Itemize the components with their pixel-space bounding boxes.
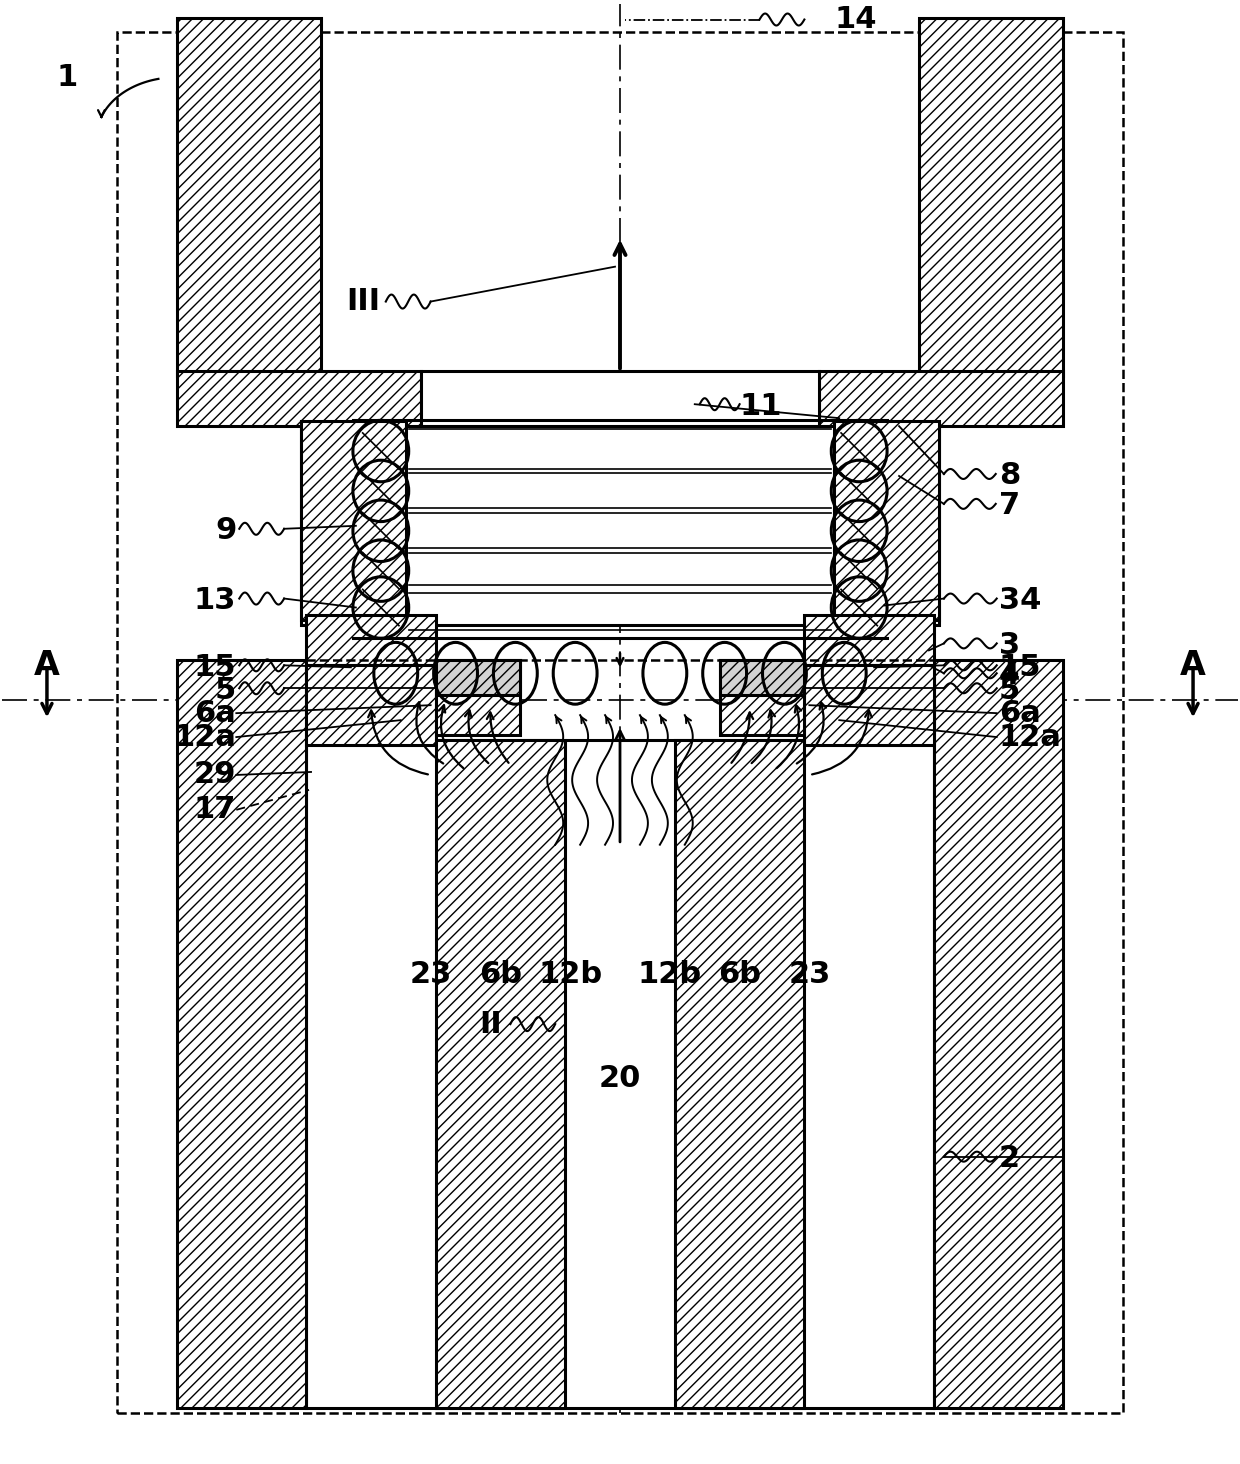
Bar xyxy=(820,372,1064,426)
Bar xyxy=(435,741,565,1408)
Text: 15: 15 xyxy=(193,653,237,682)
Bar xyxy=(301,422,939,625)
Text: 12a: 12a xyxy=(998,723,1061,751)
Text: III: III xyxy=(347,287,381,316)
Text: 20: 20 xyxy=(599,1064,641,1094)
Text: 12a: 12a xyxy=(174,723,237,751)
Bar xyxy=(306,741,934,1408)
Bar xyxy=(420,372,820,426)
Bar xyxy=(435,660,521,735)
Text: A: A xyxy=(1180,649,1207,682)
Text: 6a: 6a xyxy=(195,698,237,728)
Text: 23: 23 xyxy=(409,960,451,988)
Text: 15: 15 xyxy=(998,653,1042,682)
Bar xyxy=(719,660,805,735)
Bar xyxy=(176,372,420,426)
Bar xyxy=(435,660,521,695)
Text: 23: 23 xyxy=(789,960,831,988)
Text: 5: 5 xyxy=(215,676,237,704)
Bar xyxy=(117,32,1123,1413)
Bar xyxy=(176,18,321,376)
Text: 17: 17 xyxy=(193,795,237,824)
Bar xyxy=(306,615,435,665)
Text: 2: 2 xyxy=(998,1145,1019,1173)
Bar xyxy=(805,665,934,745)
Text: 6b: 6b xyxy=(479,960,522,988)
Text: A: A xyxy=(33,649,60,682)
Text: 4: 4 xyxy=(998,660,1021,690)
Text: 5: 5 xyxy=(998,676,1021,704)
Text: 11: 11 xyxy=(739,392,782,420)
Bar xyxy=(301,422,405,621)
Text: 6a: 6a xyxy=(998,698,1040,728)
Text: 3: 3 xyxy=(998,631,1019,660)
Bar xyxy=(719,660,805,695)
Text: 9: 9 xyxy=(215,517,237,545)
Text: 8: 8 xyxy=(998,461,1021,490)
Text: 12b: 12b xyxy=(637,960,702,988)
Bar xyxy=(176,660,306,1408)
Text: 6b: 6b xyxy=(718,960,761,988)
Text: II: II xyxy=(479,1010,502,1038)
Bar xyxy=(919,18,1064,376)
Text: 34: 34 xyxy=(998,586,1042,615)
Bar xyxy=(805,615,934,665)
Text: 14: 14 xyxy=(835,4,877,34)
Text: 29: 29 xyxy=(193,760,237,789)
Bar xyxy=(835,422,939,621)
Bar xyxy=(934,660,1064,1408)
Text: 7: 7 xyxy=(998,492,1019,520)
Bar xyxy=(675,741,805,1408)
Text: 13: 13 xyxy=(193,586,237,615)
Text: 12b: 12b xyxy=(538,960,603,988)
Bar xyxy=(306,665,435,745)
Bar xyxy=(565,741,675,1408)
Text: 1: 1 xyxy=(57,63,78,92)
